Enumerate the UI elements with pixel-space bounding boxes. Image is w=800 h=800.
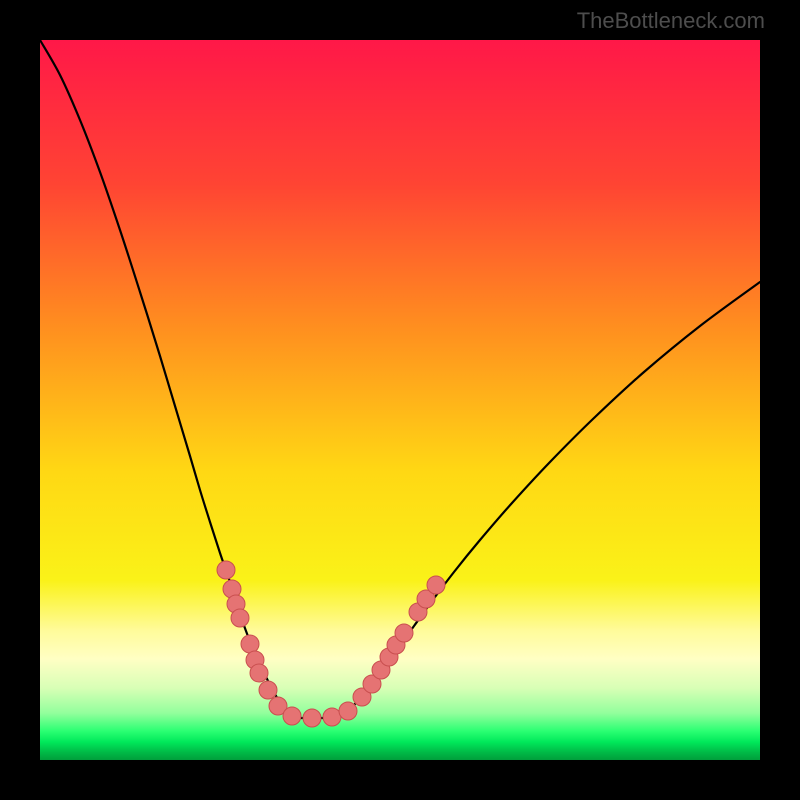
bead-marker xyxy=(427,576,445,594)
bead-marker xyxy=(395,624,413,642)
bead-marker xyxy=(241,635,259,653)
plot-svg xyxy=(0,0,800,800)
bead-marker xyxy=(259,681,277,699)
bead-marker xyxy=(283,707,301,725)
watermark-text: TheBottleneck.com xyxy=(577,8,765,34)
bead-marker xyxy=(323,708,341,726)
bead-marker xyxy=(303,709,321,727)
bead-marker xyxy=(250,664,268,682)
bead-marker xyxy=(339,702,357,720)
bead-marker xyxy=(231,609,249,627)
bead-marker xyxy=(217,561,235,579)
figure-root: TheBottleneck.com xyxy=(0,0,800,800)
